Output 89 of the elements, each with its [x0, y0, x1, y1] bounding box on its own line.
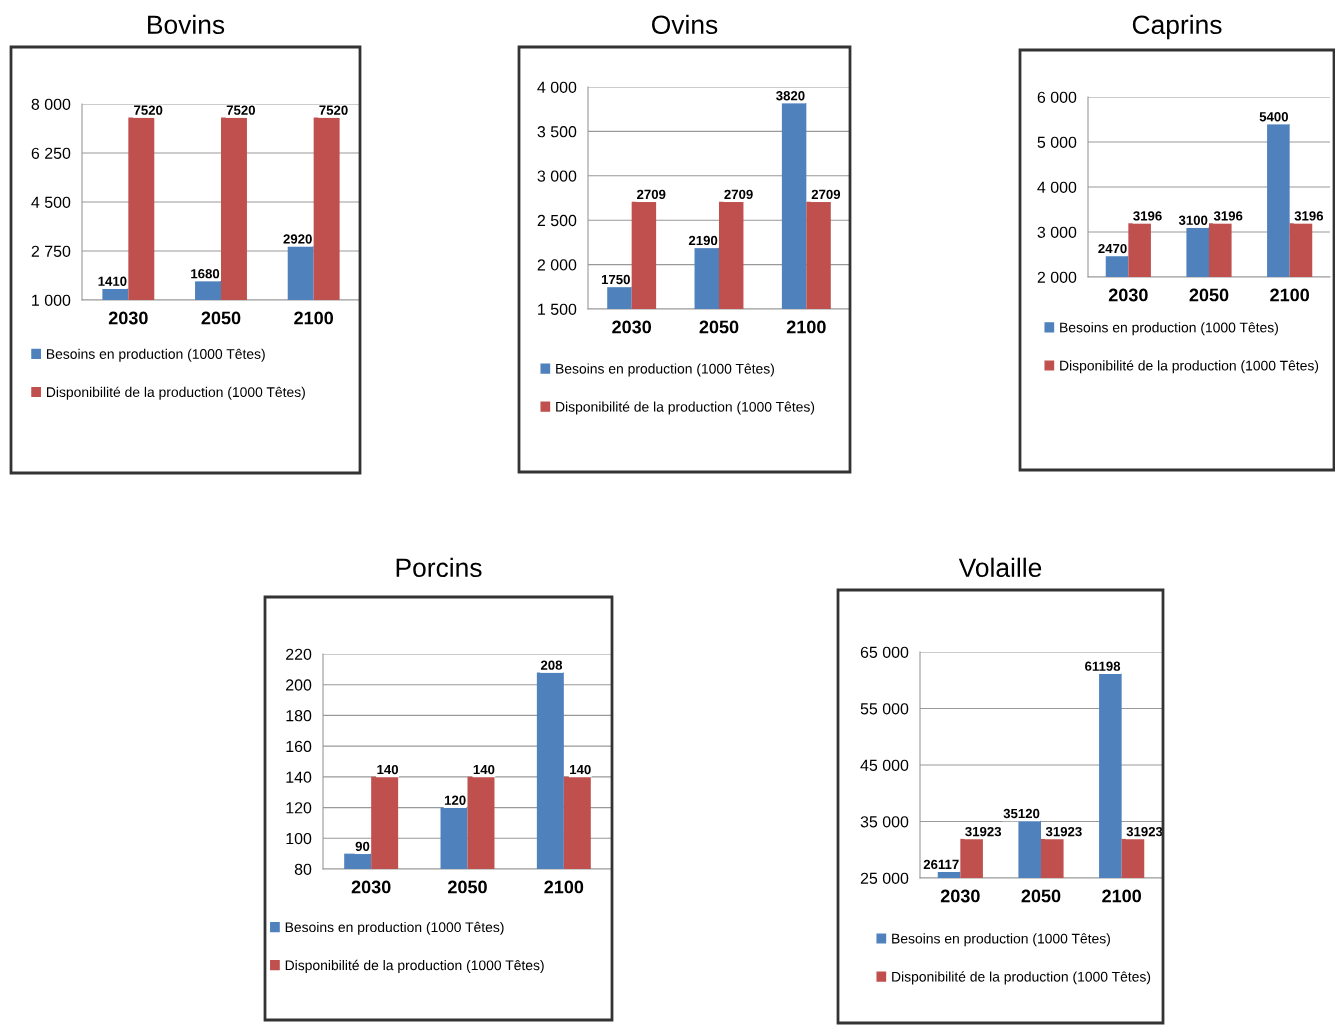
chart-title: Caprins: [1132, 14, 1222, 40]
chart-title: Porcins: [396, 557, 482, 578]
data-label: 3196: [1133, 211, 1162, 221]
data-label: 31923: [965, 826, 1002, 837]
x-tick-label: 2050: [448, 880, 487, 894]
y-tick-label: 100: [286, 832, 312, 845]
x-tick-label: 2050: [201, 311, 241, 325]
legend-label: Besoins en production (1000 Têtes): [285, 921, 504, 935]
x-tick-label: 2100: [1270, 288, 1310, 302]
data-label: 35120: [1003, 808, 1040, 819]
x-tick-label: 2100: [544, 880, 584, 894]
x-tick-label: 2100: [294, 311, 334, 325]
y-tick-label: 3 000: [537, 170, 577, 182]
data-label: 31923: [1126, 826, 1163, 837]
legend-label: Disponibilité de la production (1000 Têtes): [285, 959, 544, 973]
y-tick-label: 55 000: [860, 703, 909, 715]
y-tick-label: 6 250: [31, 147, 71, 159]
chart-title: Volaille: [958, 557, 1042, 578]
data-label: 140: [570, 764, 591, 775]
legend-label: Disponibilité de la production (1000 Têtes): [46, 386, 305, 400]
x-tick-label: 2030: [1108, 288, 1148, 302]
chart-title: Ovins: [652, 14, 718, 35]
data-label: 61198: [1085, 661, 1121, 671]
y-tick-label: 4 000: [1037, 181, 1077, 193]
data-label: 120: [444, 795, 466, 805]
data-label: 2920: [283, 234, 312, 244]
data-label: 7520: [134, 105, 163, 115]
y-tick-label: 220: [286, 648, 312, 660]
x-tick-label: 2030: [612, 320, 652, 334]
data-label: 26117: [923, 859, 959, 870]
data-label: 1750: [601, 274, 630, 285]
y-tick-label: 6 000: [1037, 91, 1077, 103]
y-tick-label: 2 000: [1037, 271, 1077, 283]
data-label: 31923: [1045, 826, 1082, 837]
data-label: 140: [377, 764, 399, 775]
data-label: 2190: [688, 235, 718, 246]
data-label: 3820: [776, 91, 805, 101]
legend-label: Disponibilité de la production (1000 Têtes): [1060, 360, 1319, 374]
data-label: 5400: [1259, 112, 1288, 122]
data-label: 2709: [811, 189, 841, 200]
y-tick-label: 8 000: [31, 98, 71, 110]
data-label: 7520: [319, 105, 348, 115]
y-tick-label: 160: [286, 740, 312, 753]
y-tick-label: 1 000: [32, 294, 71, 306]
legend-label: Besoins en production (1000 Têtes): [892, 933, 1110, 947]
y-tick-label: 45 000: [860, 759, 909, 771]
y-tick-label: 3 500: [537, 126, 577, 138]
data-label: 7520: [226, 105, 255, 115]
y-tick-label: 120: [286, 802, 312, 814]
legend-label: Besoins en production (1000 Têtes): [556, 363, 774, 377]
data-label: 3100: [1178, 215, 1208, 225]
legend-label: Disponibilité de la production (1000 Têtes): [556, 401, 815, 415]
y-tick-label: 35 000: [860, 816, 909, 828]
data-label: 140: [473, 764, 495, 775]
x-tick-label: 2100: [1102, 889, 1142, 903]
y-tick-label: 5 000: [1037, 136, 1077, 148]
chart-title: Bovins: [148, 14, 225, 35]
y-tick-label: 140: [286, 771, 312, 783]
legend-label: Besoins en production (1000 Têtes): [1060, 322, 1278, 336]
x-tick-label: 2050: [1189, 288, 1229, 302]
data-label: 3196: [1213, 211, 1243, 221]
x-tick-label: 2030: [940, 889, 980, 903]
x-tick-label: 2100: [786, 320, 826, 334]
y-tick-label: 80: [294, 863, 312, 875]
y-tick-label: 2 000: [537, 259, 577, 271]
legend-label: Besoins en production (1000 Têtes): [46, 348, 265, 362]
x-tick-label: 2030: [351, 880, 391, 894]
legend-label: Disponibilité de la production (1000 Têtes): [892, 971, 1151, 985]
data-label: 1680: [191, 269, 220, 279]
y-tick-label: 4 500: [31, 196, 71, 208]
y-tick-label: 200: [286, 679, 312, 691]
data-label: 90: [355, 841, 370, 852]
x-tick-label: 2030: [108, 311, 148, 325]
data-label: 2709: [724, 189, 753, 200]
data-label: 208: [540, 660, 563, 670]
y-tick-label: 2 500: [537, 214, 577, 227]
y-tick-label: 180: [286, 710, 312, 722]
y-tick-label: 65 000: [860, 646, 909, 658]
y-tick-label: 3 000: [1037, 226, 1077, 238]
y-tick-label: 2 750: [31, 245, 71, 257]
x-tick-label: 2050: [1021, 889, 1061, 903]
y-tick-label: 25 000: [860, 872, 909, 884]
data-label: 2470: [1098, 243, 1127, 254]
data-label: 1410: [98, 276, 127, 286]
x-tick-label: 2050: [699, 320, 739, 334]
y-tick-label: 1 500: [538, 303, 577, 315]
data-label: 3196: [1294, 211, 1324, 221]
y-tick-label: 4 000: [537, 81, 577, 93]
data-label: 2709: [637, 189, 666, 200]
